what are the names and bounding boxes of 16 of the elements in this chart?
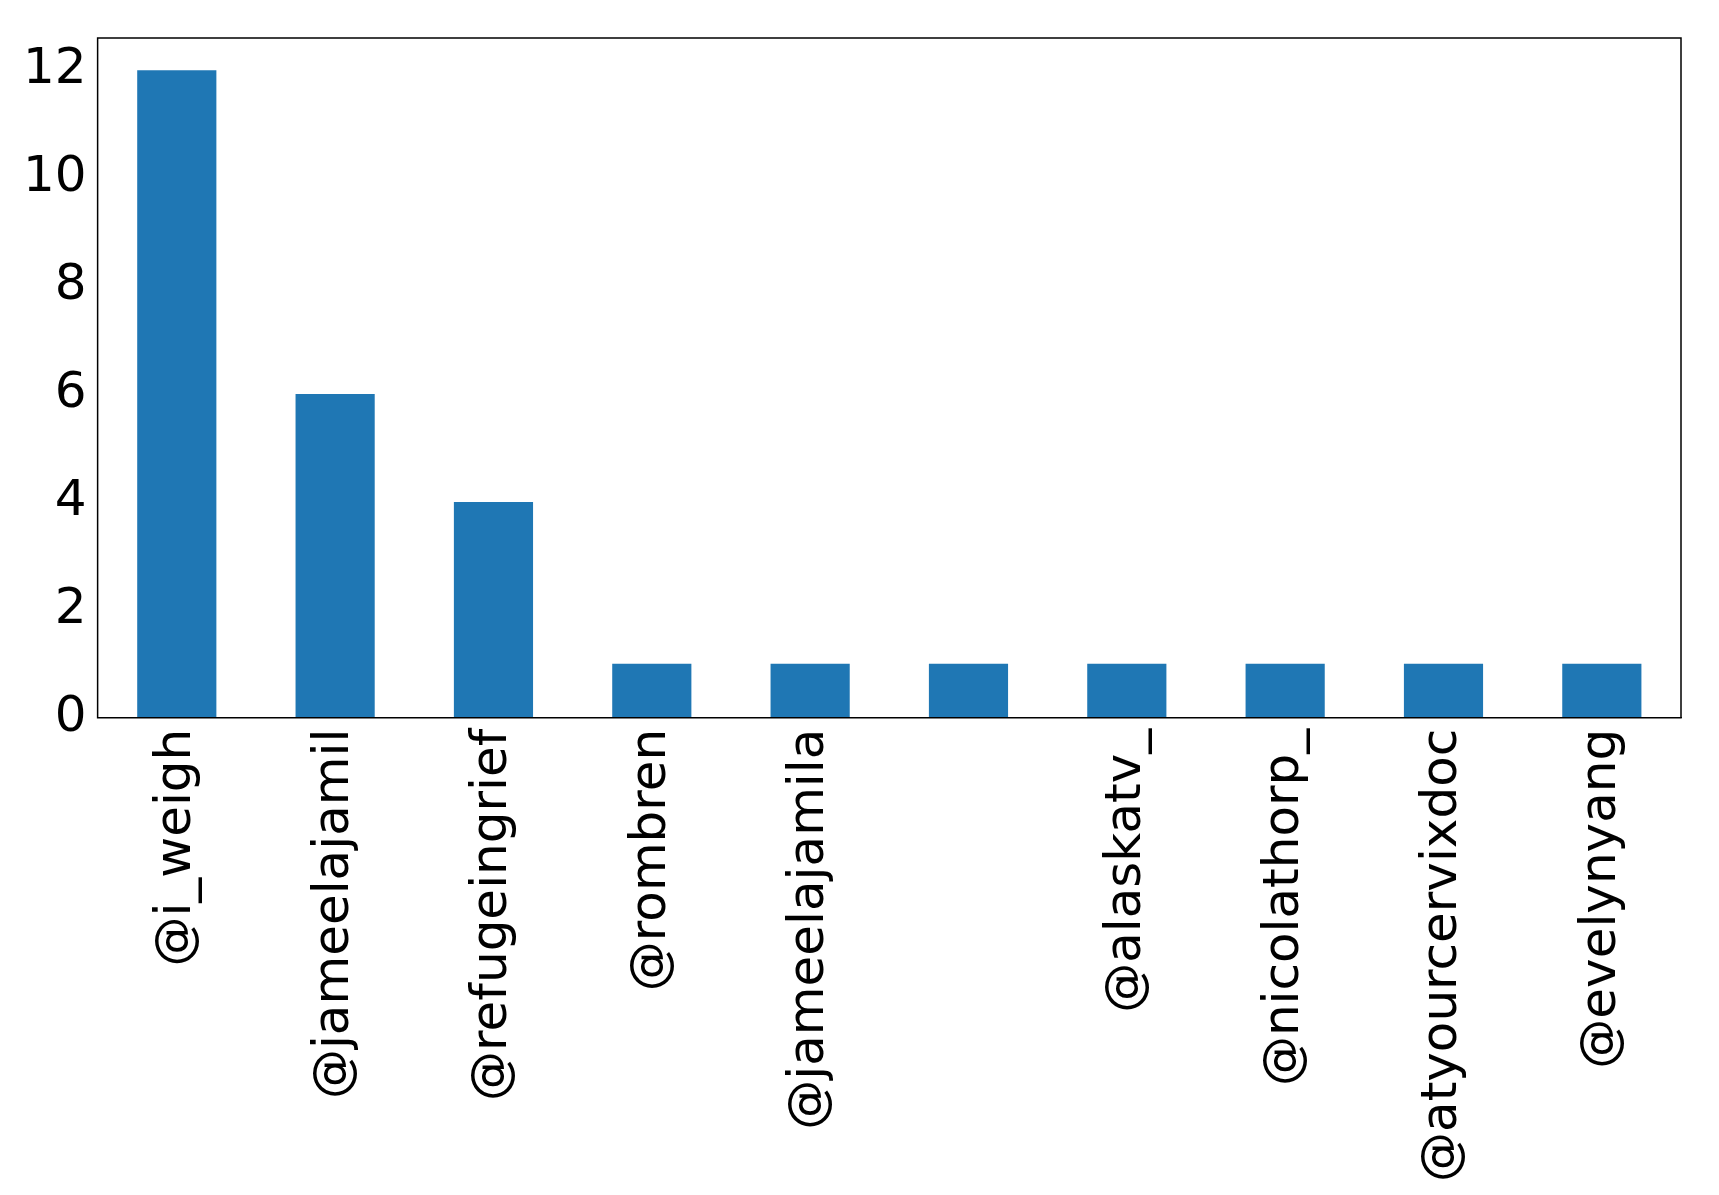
x-tick-label: @i_weigh (143, 728, 202, 967)
y-tick-label: 6 (54, 361, 87, 420)
y-tick-label: 8 (54, 253, 87, 312)
y-tick-label: 12 (23, 37, 87, 96)
x-tick-label: @nicolathorp_ (1252, 727, 1311, 1087)
y-tick-label: 2 (54, 576, 87, 635)
y-tick-label: 10 (23, 145, 87, 204)
x-tick-label: @evelynyang (1568, 728, 1627, 1069)
x-tick-label: @rombren (618, 728, 677, 992)
x-tick-label: @refugeingrief (460, 727, 519, 1101)
y-tick-label: 4 (54, 468, 87, 527)
y-tick-label: 0 (54, 684, 87, 743)
x-tick-label: @jameelajamil (302, 728, 361, 1100)
x-tick-label: @jameelajamila (777, 728, 836, 1130)
x-tick-label: @alaskatv_ (1093, 727, 1152, 1013)
x-tick-label: @atyourcervixdoc (1410, 728, 1469, 1183)
